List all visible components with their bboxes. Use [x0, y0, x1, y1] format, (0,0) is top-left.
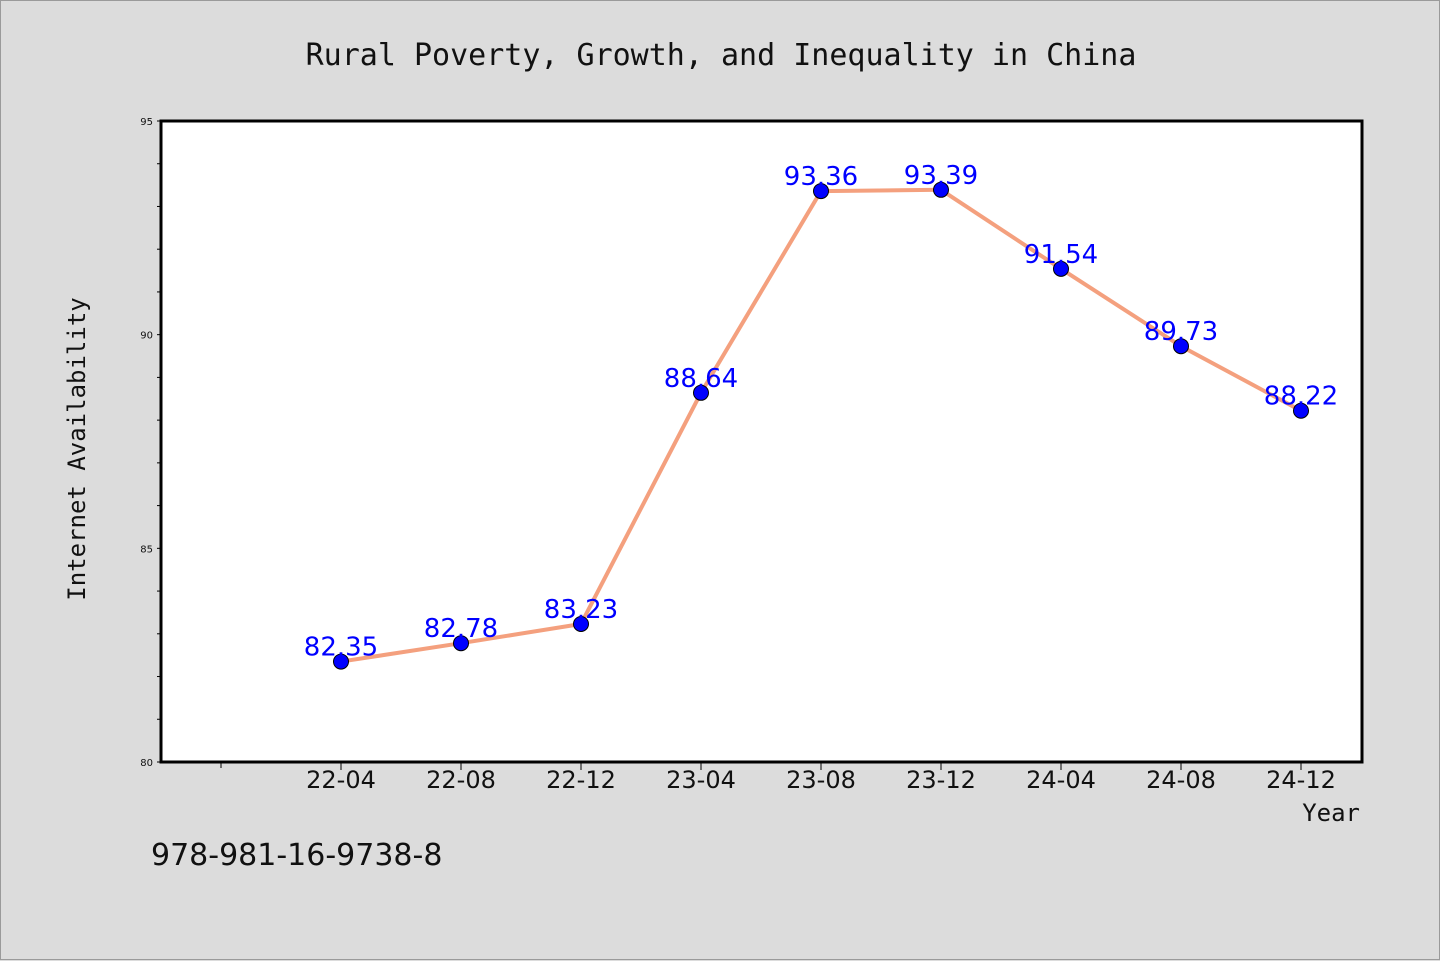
plot-area [159, 119, 1364, 764]
y-tick-label: 85 [140, 544, 153, 555]
data-point [693, 384, 709, 401]
x-tick-label: 23-08 [786, 766, 856, 794]
x-tick-label: 23-04 [666, 766, 736, 794]
x-tick-label: 22-12 [546, 766, 616, 794]
data-label: 93.36 [784, 162, 858, 192]
footer-code: 978-981-16-9738-8 [151, 838, 442, 873]
data-point [813, 183, 829, 200]
y-tick-label: 80 [140, 758, 153, 769]
x-tick-label: 22-04 [306, 766, 376, 794]
data-point [1293, 402, 1309, 419]
data-label: 83.23 [544, 595, 618, 625]
data-label: 82.78 [424, 614, 498, 644]
data-point [453, 635, 469, 652]
data-point [1053, 260, 1069, 277]
data-point [573, 615, 589, 632]
y-axis-label: Internet Availability [63, 297, 91, 600]
data-label: 93.39 [904, 161, 978, 191]
x-tick-label: 24-08 [1146, 766, 1216, 794]
data-point [1173, 338, 1189, 355]
x-tick-label: 23-12 [906, 766, 976, 794]
data-label: 88.22 [1264, 382, 1338, 412]
data-label: 88.64 [664, 364, 738, 394]
data-label: 89.73 [1144, 317, 1218, 347]
y-tick-label: 90 [140, 331, 153, 342]
data-label: 91.54 [1024, 240, 1098, 270]
x-axis-label: Year [1302, 799, 1360, 827]
data-point [333, 653, 349, 670]
y-tick-label: 95 [140, 117, 153, 128]
y-axis: 80 85 90 95 [140, 117, 161, 769]
data-label: 82.35 [304, 633, 378, 663]
x-tick-label: 22-08 [426, 766, 496, 794]
x-tick-label: 24-12 [1266, 766, 1336, 794]
series-layer: 82.35 82.78 83.23 88.64 93.36 93.39 91.54 89.73… [304, 161, 1338, 670]
data-point [933, 181, 949, 198]
x-tick-label: 24-04 [1026, 766, 1096, 794]
x-axis: 22-04 22-08 22-12 23-04 23-08 23-12 24-04 24-08… [220, 762, 1336, 794]
chart-title: Rural Poverty, Growth, and Inequality in… [306, 38, 1137, 73]
